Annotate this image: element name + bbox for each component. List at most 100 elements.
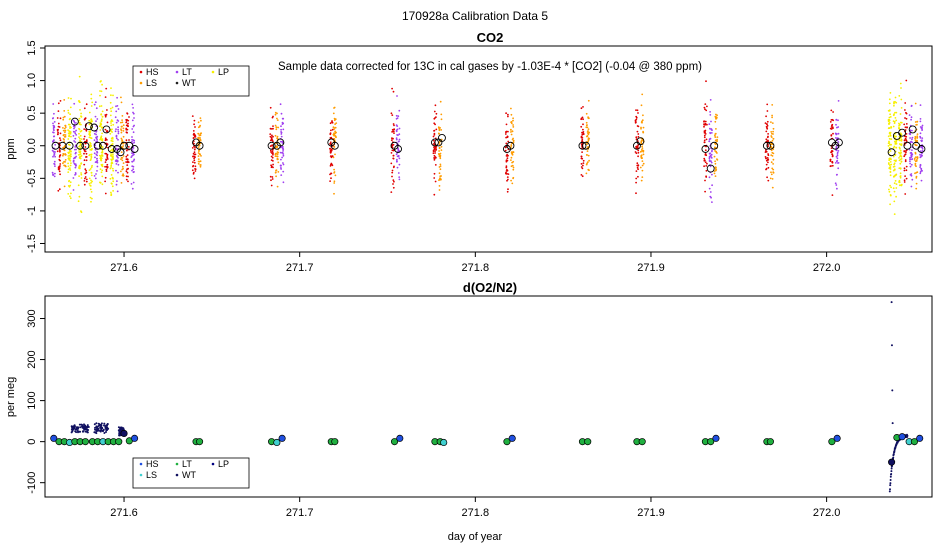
- co2-raw-point: [919, 153, 921, 156]
- o2-wt-recovery-point: [889, 488, 891, 491]
- co2-raw-point: [507, 113, 509, 116]
- co2-raw-point: [909, 129, 912, 132]
- co2-raw-point: [888, 98, 891, 101]
- co2-raw-point: [439, 168, 442, 171]
- co2-raw-point: [830, 134, 833, 137]
- co2-raw-point: [67, 193, 70, 195]
- o2-y-axis: -100 0 100 200 300: [26, 309, 45, 494]
- co2-raw-point: [916, 120, 919, 123]
- co2-raw-point: [711, 173, 713, 176]
- co2-raw-point: [909, 162, 911, 165]
- co2-raw-point: [900, 87, 902, 89]
- co2-raw-point: [270, 179, 272, 182]
- co2-raw-point: [916, 171, 919, 174]
- co2-raw-point: [510, 131, 512, 133]
- o2-wt-recovery-point: [889, 479, 892, 481]
- co2-raw-point: [73, 162, 76, 165]
- co2-raw-point: [80, 163, 82, 165]
- o2-wt-point: [81, 424, 84, 427]
- co2-raw-point: [398, 138, 401, 141]
- o2-mean-marker: [278, 434, 286, 442]
- co2-raw-point: [391, 87, 393, 90]
- co2-raw-point: [333, 117, 336, 120]
- co2-raw-point: [835, 149, 838, 152]
- co2-mean-marker: [81, 141, 90, 150]
- co2-raw-point: [704, 190, 706, 193]
- co2-raw-point: [95, 161, 97, 164]
- co2-raw-point: [111, 140, 114, 143]
- co2-raw-point: [915, 144, 917, 147]
- co2-raw-point: [510, 159, 512, 162]
- co2-raw-point: [898, 179, 901, 182]
- co2-raw-point: [829, 160, 832, 163]
- co2-raw-point: [280, 128, 282, 131]
- co2-raw-point: [835, 137, 837, 139]
- co2-raw-point: [117, 171, 119, 174]
- co2-raw-point: [903, 169, 906, 172]
- co2-raw-point: [106, 121, 109, 124]
- co2-raw-point: [432, 152, 435, 155]
- co2-raw-point: [634, 121, 637, 124]
- co2-raw-point: [714, 150, 716, 152]
- co2-raw-point: [899, 172, 902, 175]
- co2-raw-point: [64, 129, 67, 132]
- co2-raw-point: [512, 117, 514, 120]
- co2-raw-point: [277, 161, 280, 164]
- co2-raw-point: [272, 127, 274, 130]
- co2-raw-point: [78, 166, 81, 169]
- co2-raw-point: [905, 165, 908, 168]
- co2-raw-point: [79, 150, 82, 153]
- co2-raw-point: [921, 128, 923, 130]
- co2-raw-point: [916, 159, 918, 161]
- co2-raw-point: [766, 157, 769, 159]
- co2-raw-point: [893, 122, 896, 124]
- co2-raw-point: [122, 130, 125, 132]
- co2-raw-point: [75, 122, 77, 124]
- co2-raw-point: [837, 150, 840, 152]
- co2-raw-point: [837, 167, 840, 170]
- co2-raw-point: [131, 140, 133, 143]
- co2-mean-marker: [116, 148, 125, 157]
- co2-raw-point: [914, 160, 917, 163]
- co2-raw-point: [831, 155, 834, 158]
- co2-mean-marker: [76, 141, 85, 150]
- co2-raw-point: [438, 150, 440, 152]
- co2-raw-point: [635, 192, 637, 195]
- co2-raw-point: [395, 153, 398, 156]
- co2-raw-point: [909, 156, 911, 159]
- co2-raw-point: [110, 193, 113, 196]
- co2-raw-point: [104, 115, 107, 118]
- co2-raw-point: [769, 177, 772, 180]
- co2-raw-point: [393, 124, 395, 127]
- co2-raw-point: [272, 135, 274, 138]
- co2-raw-point: [916, 135, 919, 138]
- co2-raw-point: [194, 136, 197, 138]
- co2-raw-point: [889, 164, 891, 167]
- co2-raw-point: [120, 151, 123, 154]
- co2-raw-point: [85, 169, 87, 172]
- co2-raw-point: [194, 168, 197, 171]
- co2-raw-point: [104, 96, 107, 98]
- co2-raw-point: [99, 181, 101, 184]
- co2-raw-point: [771, 186, 774, 189]
- co2-raw-point: [395, 114, 398, 117]
- co2-raw-point: [100, 151, 103, 154]
- co2-raw-point: [67, 171, 70, 174]
- co2-raw-point: [904, 175, 906, 178]
- co2-raw-point: [274, 111, 277, 114]
- co2-raw-point: [67, 162, 69, 165]
- co2-raw-point: [100, 113, 103, 116]
- co2-raw-point: [899, 154, 902, 157]
- co2-raw-point: [112, 153, 114, 156]
- co2-raw-point: [505, 165, 508, 168]
- co2-raw-point: [714, 136, 717, 139]
- co2-raw-point: [835, 145, 838, 148]
- co2-raw-point: [117, 138, 119, 141]
- o2-wt-point: [103, 424, 105, 427]
- co2-mean-marker: [102, 125, 111, 134]
- co2-raw-point: [192, 171, 195, 174]
- co2-raw-point: [69, 125, 71, 128]
- co2-raw-point: [921, 124, 924, 127]
- co2-raw-point: [714, 120, 717, 123]
- co2-raw-point: [280, 174, 283, 177]
